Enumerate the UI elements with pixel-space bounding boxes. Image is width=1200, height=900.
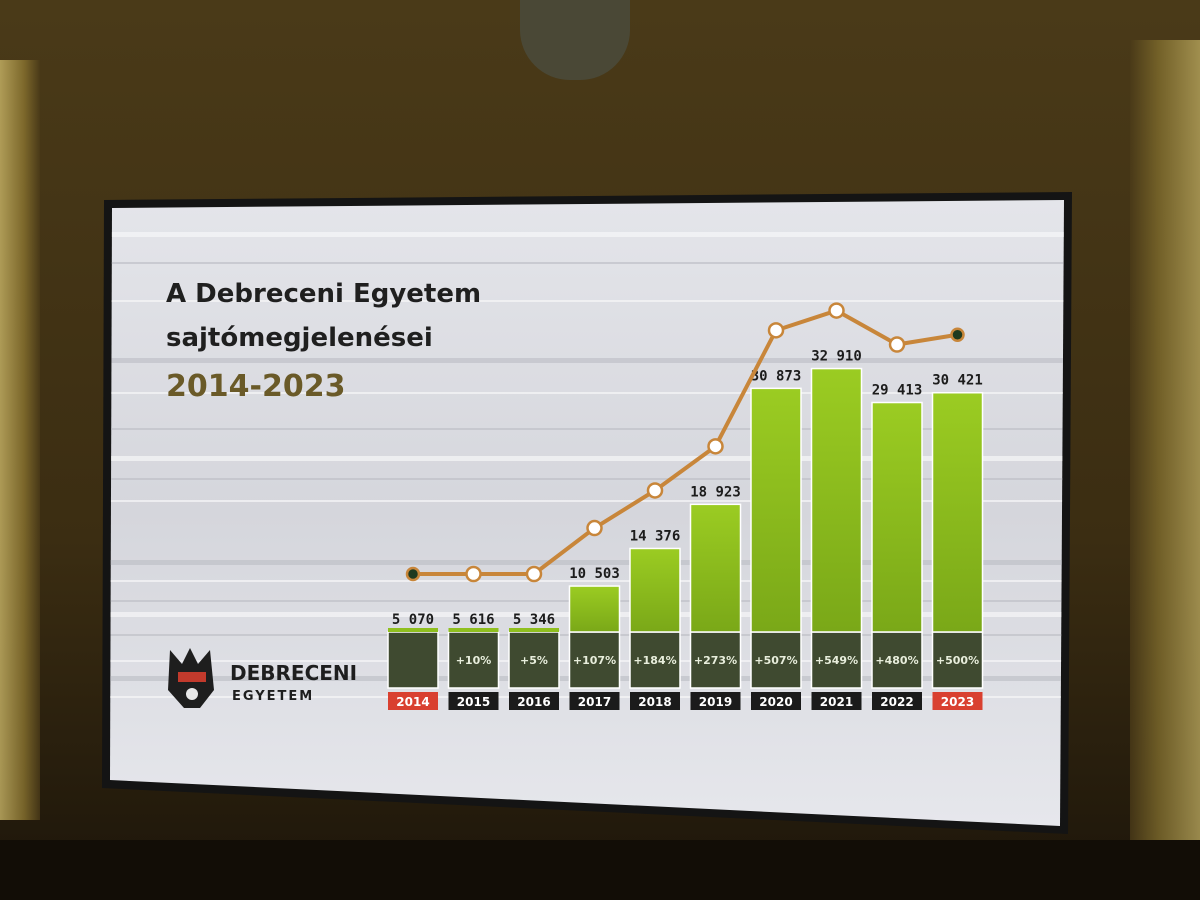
trend-point-2022 [888, 336, 906, 353]
value-label-2022: 29 413 [872, 383, 923, 399]
year-badge-2015 [448, 692, 499, 710]
slide-title-line1: A Debreceni Egyetem [166, 279, 481, 309]
year-label-2017: 2017 [578, 695, 611, 709]
trend-point-2015 [465, 565, 482, 583]
bar-base-2020 [750, 631, 802, 689]
year-label-2022: 2022 [880, 695, 913, 709]
value-label-2023: 30 421 [932, 373, 983, 389]
bar-2020 [750, 387, 802, 633]
year-badge-2014 [388, 692, 438, 710]
year-label-2016: 2016 [517, 695, 550, 709]
change-label-2023: +500% [936, 654, 979, 667]
year-badge-2023 [932, 692, 983, 710]
year-badge-2021 [811, 692, 862, 710]
background-streak [110, 560, 1064, 565]
bar-2018 [629, 547, 681, 633]
trend-point-2016 [525, 565, 543, 583]
left-wall-light [0, 60, 40, 820]
bar-2023 [931, 391, 984, 633]
trend-point-2014 [405, 566, 421, 582]
change-label-2022: +480% [875, 654, 918, 667]
year-label-2015: 2015 [457, 695, 490, 709]
bar-base-2018 [629, 631, 681, 689]
value-label-2020: 30 873 [751, 368, 802, 384]
trend-point-2021 [828, 302, 845, 319]
bar-2021 [810, 367, 863, 633]
year-label-2019: 2019 [699, 695, 732, 709]
bar-2015 [448, 628, 499, 632]
change-label-2021: +549% [815, 654, 858, 667]
value-label-2016: 5 346 [513, 612, 555, 628]
bar-base-2014 [387, 631, 439, 689]
year-label-2021: 2021 [820, 695, 853, 709]
year-label-2020: 2020 [759, 695, 792, 709]
background-streak [110, 262, 1064, 264]
background-streak [110, 232, 1064, 237]
year-label-2023: 2023 [941, 695, 974, 709]
background-streak [110, 500, 1064, 502]
year-badge-2017 [569, 692, 620, 710]
year-badge-2022 [872, 692, 922, 710]
value-label-2021: 32 910 [811, 349, 862, 365]
trend-point-2019 [707, 438, 724, 455]
background-streak [110, 580, 1064, 582]
logo-name: DEBRECENI [230, 661, 357, 685]
university-crest-icon [168, 648, 214, 708]
value-label-2017: 10 503 [569, 566, 620, 582]
background-streak [110, 428, 1064, 430]
bar-base-2016 [508, 631, 560, 689]
bar-2016 [509, 628, 559, 632]
change-label-2016: +5% [520, 654, 548, 667]
right-wall-light [1130, 40, 1200, 860]
bar-base-2019 [689, 631, 742, 689]
press-appearances-chart: 5 070 2014 5 616 +10% 2015 5 346 +5% 2016 10 503… [387, 302, 984, 710]
change-label-2018: +184% [633, 654, 676, 667]
bar-base-2022 [871, 631, 923, 689]
background-streak [110, 300, 1064, 302]
trend-point-2020 [767, 322, 785, 339]
bar-2022 [871, 401, 923, 633]
trend-point-2018 [646, 482, 664, 499]
change-label-2015: +10% [456, 654, 492, 667]
logo-subtitle: EGYETEM [232, 689, 314, 704]
bar-2019 [689, 503, 742, 633]
background-streak [110, 392, 1064, 394]
trend-line [413, 308, 958, 576]
year-badge-2018 [630, 692, 680, 710]
value-label-2014: 5 070 [392, 612, 434, 628]
year-badge-2020 [751, 692, 801, 710]
change-label-2020: +507% [754, 654, 797, 667]
value-label-2015: 5 616 [452, 612, 494, 628]
year-label-2018: 2018 [638, 695, 671, 709]
bar-base-2021 [810, 631, 863, 689]
slide-years: 2014-2023 [166, 369, 345, 404]
bar-2014 [388, 628, 438, 632]
year-badge-2019 [690, 692, 741, 710]
background-streak [110, 456, 1064, 461]
floor [0, 840, 1200, 900]
change-label-2019: +273% [694, 654, 737, 667]
change-label-2017: +107% [573, 654, 616, 667]
university-logo: DEBRECENI EGYETEM [168, 648, 357, 708]
background-streak [110, 478, 1064, 480]
year-badge-2016 [509, 692, 559, 710]
trend-point-2023 [950, 327, 965, 342]
bar-base-2023 [931, 631, 984, 689]
value-label-2018: 14 376 [630, 528, 681, 544]
bar-2017 [568, 585, 621, 633]
bar-base-2015 [447, 631, 500, 689]
trend-point-2017 [586, 519, 603, 537]
wall-crest [520, 0, 630, 80]
value-label-2019: 18 923 [690, 484, 741, 500]
year-label-2014: 2014 [396, 695, 429, 709]
slide-title-line2: sajtómegjelenései [166, 323, 433, 353]
background-streak [110, 358, 1064, 363]
